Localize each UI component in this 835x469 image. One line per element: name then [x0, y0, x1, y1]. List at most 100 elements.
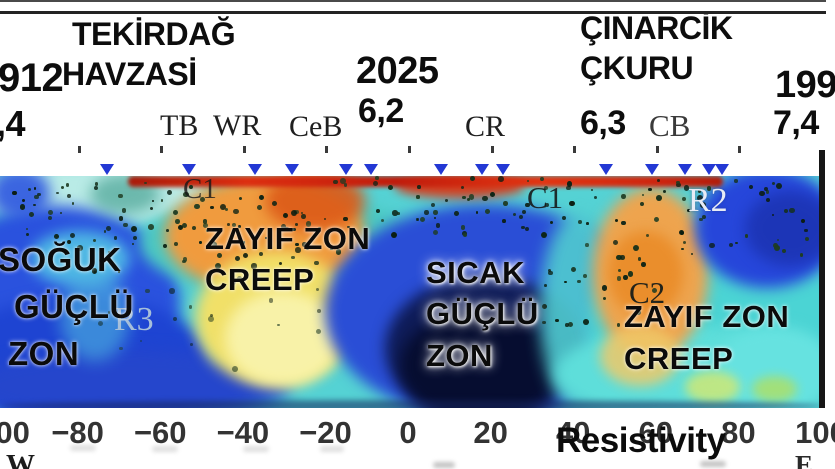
seismicity-dot: [682, 240, 687, 244]
seismicity-dot: [145, 288, 150, 294]
seismicity-dot: [276, 277, 279, 280]
seismicity-dot: [641, 262, 646, 267]
seismicity-dot: [199, 196, 206, 203]
seismicity-dot: [175, 219, 180, 224]
seismicity-dot: [93, 239, 97, 243]
east-label: E: [795, 450, 814, 469]
seismicity-dot: [540, 177, 545, 182]
seismicity-dot: [653, 216, 659, 223]
station-triangle-icon: [702, 164, 717, 175]
station-triangle-icon: [285, 164, 300, 175]
seismicity-dot: [525, 202, 530, 208]
seismicity-dot: [26, 227, 29, 230]
seismicity-dot: [231, 223, 236, 228]
seismicity-dot: [433, 210, 438, 215]
station-triangle-icon: [599, 164, 614, 175]
seismicity-dot: [521, 225, 525, 230]
seismicity-dot: [545, 203, 550, 208]
seismicity-dot: [567, 181, 573, 187]
seismicity-dot: [502, 218, 507, 223]
seismicity-dot: [568, 321, 574, 328]
seismicity-dot: [683, 185, 690, 191]
seismicity-dot: [256, 205, 262, 210]
seismicity-dot: [435, 223, 441, 228]
seismicity-dot: [419, 216, 426, 223]
seismicity-dot: [215, 263, 222, 270]
seismicity-dot: [190, 342, 194, 346]
station-label-ceb: CeB: [289, 110, 343, 143]
seismicity-dot: [26, 233, 30, 237]
seismicity-dot: [117, 193, 123, 199]
seismicity-dot: [541, 303, 548, 310]
seismicity-dot: [103, 230, 107, 233]
seismicity-dot: [617, 269, 621, 273]
seismicity-dot: [697, 194, 704, 201]
seismicity-dot: [430, 203, 435, 208]
seismicity-dot: [681, 197, 686, 202]
seismicity-dot: [490, 192, 495, 198]
seismicity-dot: [519, 215, 524, 220]
top-axis-line: [0, 0, 826, 14]
marker-r3: R3: [114, 301, 154, 338]
resistivity-blob: [60, 271, 130, 361]
seismicity-dot: [268, 298, 274, 303]
seismicity-dot: [544, 186, 549, 191]
seismicity-dot: [524, 227, 529, 232]
seismicity-dot: [172, 209, 179, 216]
seismicity-dot: [540, 232, 547, 238]
seismicity-dot: [616, 276, 621, 281]
top-axis-tick: [573, 146, 577, 153]
seismicity-dot: [182, 257, 188, 262]
seismicity-dot: [620, 255, 625, 260]
seismicity-dot: [564, 280, 567, 284]
seismicity-dot: [295, 247, 301, 253]
cropped-text-remnant: [433, 462, 455, 468]
left-event-year: 912: [0, 56, 64, 100]
seismicity-dot: [71, 202, 75, 205]
seismicity-dot: [192, 225, 197, 230]
seismicity-dot: [763, 186, 768, 191]
seismicity-dot: [547, 268, 551, 272]
seismicity-dot: [212, 240, 215, 244]
seismicity-dot: [94, 185, 99, 190]
resistivity-blob: [752, 376, 797, 402]
seismicity-dot: [616, 254, 622, 261]
seismicity-dot: [800, 218, 805, 223]
cropped-text-remnant: [320, 446, 344, 452]
seismicity-dot: [686, 208, 690, 212]
resistivity-blob: [600, 326, 680, 386]
resistivity-blob: [745, 191, 819, 266]
seismicity-dot: [642, 193, 645, 197]
west-label: W: [6, 449, 35, 469]
seismicity-dot: [118, 216, 124, 222]
seismicity-dot: [729, 243, 734, 248]
seismicity-dot: [340, 178, 346, 184]
seismicity-dot: [543, 283, 547, 287]
seismicity-dot: [239, 197, 242, 201]
seismicity-dot: [27, 187, 32, 192]
seismicity-dot: [278, 262, 283, 266]
seismicity-dot: [106, 226, 111, 232]
seismicity-dot: [202, 219, 208, 224]
marker-c1-left: C1: [183, 176, 217, 205]
x-axis-tick-label: 80: [721, 415, 756, 450]
seismicity-dot: [475, 211, 479, 215]
seismicity-dot: [601, 284, 608, 291]
seismicity-dot: [568, 200, 575, 207]
seismicity-dot: [343, 183, 348, 187]
seismicity-dot: [333, 180, 338, 185]
right-event-year: 199: [775, 64, 835, 106]
seismicity-dot: [295, 223, 298, 227]
seismicity-dot: [291, 255, 295, 260]
seismicity-dot: [433, 229, 439, 235]
seismicity-dot: [238, 225, 241, 228]
seismicity-dot: [282, 212, 288, 218]
seismicity-dot: [59, 211, 62, 214]
station-triangle-icon: [714, 164, 729, 175]
zone-hot-line1: SICAK: [426, 255, 525, 290]
left-event-magnitude: ,4: [0, 103, 26, 144]
seismicity-dot: [98, 258, 103, 263]
seismicity-dot: [33, 187, 36, 190]
seismicity-dot: [616, 323, 621, 327]
seismicity-dot: [258, 195, 264, 201]
